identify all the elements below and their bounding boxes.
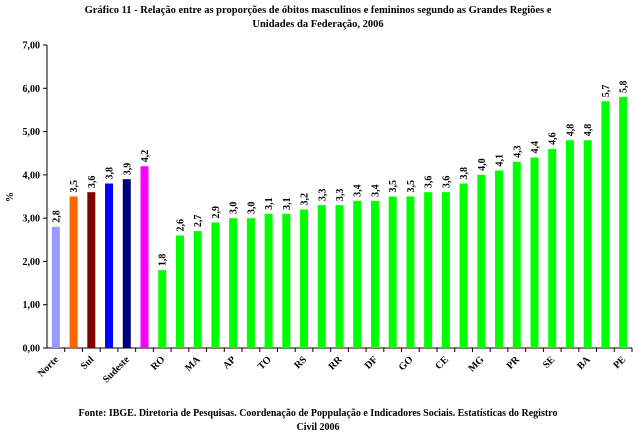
bar xyxy=(51,226,60,348)
source: Civil 2006 xyxy=(296,422,339,433)
y-tick-label: 7,00 xyxy=(23,41,41,52)
x-tick-label: CE xyxy=(433,354,451,372)
bar xyxy=(601,101,610,349)
value-label: 3,5 xyxy=(388,180,399,193)
value-label: 4,8 xyxy=(565,124,576,137)
y-tick-label: 2,00 xyxy=(23,257,41,268)
bar xyxy=(583,140,592,348)
x-tick-label: MA xyxy=(183,354,203,374)
bar xyxy=(335,205,344,348)
bar xyxy=(211,222,220,348)
bar xyxy=(548,148,557,348)
x-tick-label: Sudeste xyxy=(101,354,132,385)
bar xyxy=(246,218,255,348)
value-label: 3,8 xyxy=(459,167,470,180)
x-tick-label: BA xyxy=(575,354,593,372)
bar xyxy=(193,231,202,348)
value-label: 3,9 xyxy=(122,163,133,176)
bar xyxy=(565,140,574,348)
bar xyxy=(122,179,131,348)
x-tick-label: TO xyxy=(256,354,274,372)
value-label: 3,1 xyxy=(264,197,275,210)
bar xyxy=(140,166,149,348)
value-label: 2,7 xyxy=(193,215,204,228)
bar xyxy=(87,192,96,348)
x-tick-label: Sul xyxy=(79,354,97,372)
x-tick-label: GO xyxy=(397,354,416,373)
value-label: 3,3 xyxy=(317,189,328,202)
bar xyxy=(229,218,238,348)
bar xyxy=(530,157,539,348)
value-label: 3,0 xyxy=(246,202,257,215)
x-tick-label: AP xyxy=(221,354,238,371)
bar xyxy=(619,96,628,348)
value-label: 4,8 xyxy=(583,124,594,137)
x-tick-label: SE xyxy=(541,354,558,371)
x-tick-label: RO xyxy=(149,354,168,373)
value-label: 3,3 xyxy=(335,189,346,202)
bar xyxy=(264,213,273,348)
bar xyxy=(459,183,468,348)
x-tick-label: RR xyxy=(327,354,346,373)
value-label: 3,4 xyxy=(370,184,381,197)
value-label: 3,6 xyxy=(87,176,98,189)
value-label: 3,1 xyxy=(282,197,293,210)
chart-title: Unidades da Federação, 2006 xyxy=(252,19,383,30)
x-tick-label: PE xyxy=(611,354,628,371)
chart-title: Gráfico 11 - Relação entre as proporções… xyxy=(85,5,552,16)
value-label: 3,0 xyxy=(229,202,240,215)
value-label: 3,6 xyxy=(424,176,435,189)
value-label: 4,1 xyxy=(495,154,506,166)
value-label: 5,8 xyxy=(619,80,630,93)
value-label: 3,5 xyxy=(406,180,417,193)
bar xyxy=(300,209,309,348)
value-label: 4,2 xyxy=(140,150,151,163)
y-tick-label: 0,00 xyxy=(23,344,41,355)
value-label: 3,8 xyxy=(105,167,116,180)
value-label: 2,9 xyxy=(211,206,222,219)
y-tick-label: 1,00 xyxy=(23,300,41,311)
y-tick-label: 6,00 xyxy=(23,84,41,95)
value-label: 5,7 xyxy=(601,85,612,98)
bar xyxy=(175,235,184,348)
value-label: 3,5 xyxy=(69,180,80,193)
value-label: 3,4 xyxy=(353,184,364,197)
value-label: 4,6 xyxy=(548,132,559,145)
bar xyxy=(317,205,326,348)
y-tick-label: 5,00 xyxy=(23,127,41,138)
x-tick-label: DF xyxy=(363,354,380,371)
value-label: 1,8 xyxy=(158,254,169,267)
bar xyxy=(388,196,397,348)
bar xyxy=(406,196,415,348)
bar xyxy=(370,200,379,348)
value-label: 2,6 xyxy=(175,219,186,232)
value-label: 4,3 xyxy=(512,145,523,158)
bar xyxy=(158,270,167,348)
y-tick-label: 4,00 xyxy=(23,170,41,181)
x-tick-label: RS xyxy=(292,354,309,371)
x-tick-label: PR xyxy=(505,354,523,372)
source: Fonte: IBGE. Diretoria de Pesquisas. Coo… xyxy=(79,408,558,419)
x-tick-label: Norte xyxy=(36,354,61,379)
bar xyxy=(512,161,521,348)
y-axis-label: % xyxy=(5,192,16,202)
value-label: 4,4 xyxy=(530,141,541,154)
x-tick-label: MG xyxy=(466,354,486,374)
bar xyxy=(353,200,362,348)
bar xyxy=(424,192,433,348)
bar xyxy=(477,174,486,348)
value-label: 3,6 xyxy=(441,176,452,189)
value-label: 4,0 xyxy=(477,158,488,171)
bar xyxy=(282,213,291,348)
y-tick-label: 3,00 xyxy=(23,214,41,225)
bar xyxy=(441,192,450,348)
value-label: 2,8 xyxy=(51,210,62,223)
value-label: 3,2 xyxy=(300,193,311,206)
bar xyxy=(69,196,78,348)
bar xyxy=(105,183,114,348)
bar xyxy=(495,170,504,348)
